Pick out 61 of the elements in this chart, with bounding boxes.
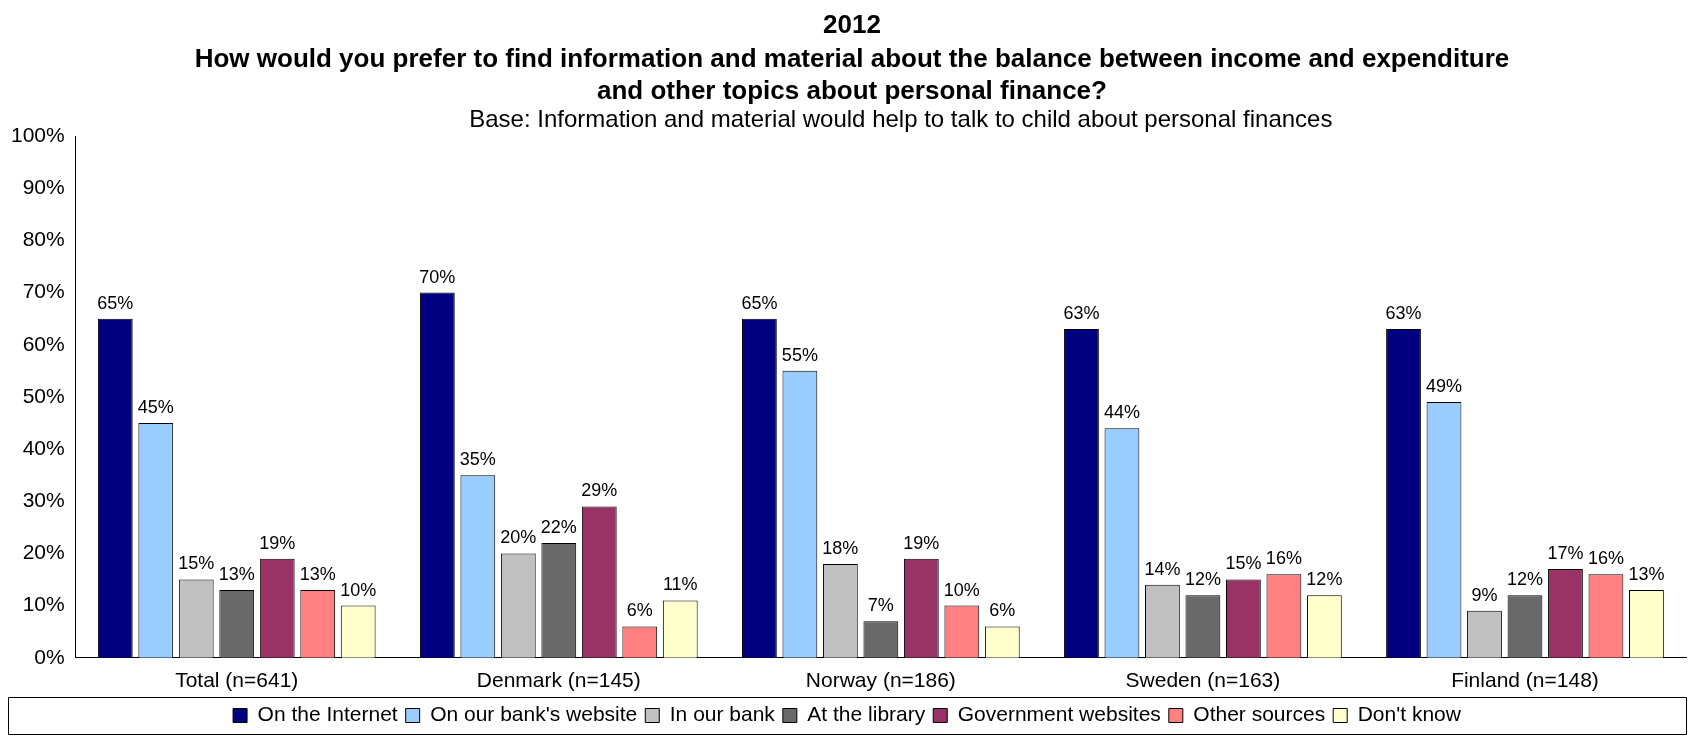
data-label: 12%: [1506, 569, 1543, 590]
data-label: 19%: [259, 532, 296, 553]
data-label: 65%: [741, 292, 778, 313]
data-label: 13%: [299, 563, 336, 584]
y-tick-label: 30%: [22, 488, 65, 512]
x-tick-label: Sweden (n=163): [1125, 668, 1281, 692]
data-label: 13%: [1628, 563, 1665, 584]
data-label: 70%: [419, 266, 456, 287]
data-label: 19%: [903, 532, 940, 553]
data-label: 7%: [867, 595, 894, 616]
data-label: 63%: [1063, 303, 1100, 324]
data-label: 10%: [943, 579, 980, 600]
data-label: 20%: [500, 527, 537, 548]
data-label: 6%: [626, 600, 653, 621]
y-tick-label: 70%: [22, 279, 65, 303]
y-tick-label: 40%: [22, 435, 65, 459]
data-label: 35%: [459, 449, 496, 470]
data-label: 14%: [1144, 558, 1181, 579]
data-label: 16%: [1265, 548, 1302, 569]
data-label: 15%: [178, 553, 215, 574]
x-tick-label: Finland (n=148): [1451, 668, 1599, 692]
data-label: 11%: [662, 574, 698, 595]
chart-subtitle: How would you prefer to find information and material about the balance between income and expenditure and other topics about personal finance?: [193, 42, 1511, 106]
y-tick-label: 20%: [22, 540, 65, 564]
data-label: 45%: [137, 396, 174, 417]
data-label: 6%: [989, 600, 1016, 621]
text: Base: Information and material would help to talk to child about personal finances: [469, 104, 1333, 132]
data-label: 10%: [340, 579, 377, 600]
legend-label: In our bank: [669, 702, 776, 726]
data-label: 12%: [1184, 569, 1221, 590]
y-tick-label: 50%: [22, 383, 65, 407]
data-label: 49%: [1425, 376, 1463, 397]
data-label: 65%: [97, 292, 134, 313]
y-tick-label: 90%: [22, 174, 65, 198]
legend-label: On the Internet: [257, 702, 398, 726]
x-tick-label: Norway (n=186): [805, 668, 956, 692]
data-label: 13%: [218, 563, 255, 584]
data-label: 18%: [822, 537, 859, 558]
data-label: 9%: [1471, 584, 1498, 605]
data-label: 44%: [1103, 402, 1140, 423]
legend-label: On our bank's website: [430, 702, 638, 726]
data-label: 22%: [540, 516, 577, 537]
data-label: 63%: [1385, 303, 1422, 324]
data-label: 17%: [1547, 543, 1584, 564]
legend-label: Government websites: [957, 702, 1161, 726]
y-tick-label: 60%: [22, 331, 65, 355]
y-tick-label: 100%: [10, 122, 65, 146]
data-label: 55%: [781, 344, 818, 365]
data-label: 15%: [1225, 553, 1262, 574]
x-tick-label: Denmark (n=145): [476, 668, 641, 692]
legend-label: Don't know: [1357, 702, 1462, 726]
legend-label: Other sources: [1193, 702, 1326, 726]
y-tick-label: 0%: [34, 644, 65, 668]
x-tick-label: Total (n=641): [175, 668, 299, 692]
y-tick-label: 80%: [22, 227, 65, 251]
data-label: 16%: [1587, 548, 1624, 569]
y-tick-label: 10%: [22, 592, 65, 616]
chart-title: 2012: [822, 8, 882, 40]
data-label: 12%: [1306, 569, 1343, 590]
data-label: 29%: [581, 480, 618, 501]
legend-label: At the library: [807, 702, 926, 726]
